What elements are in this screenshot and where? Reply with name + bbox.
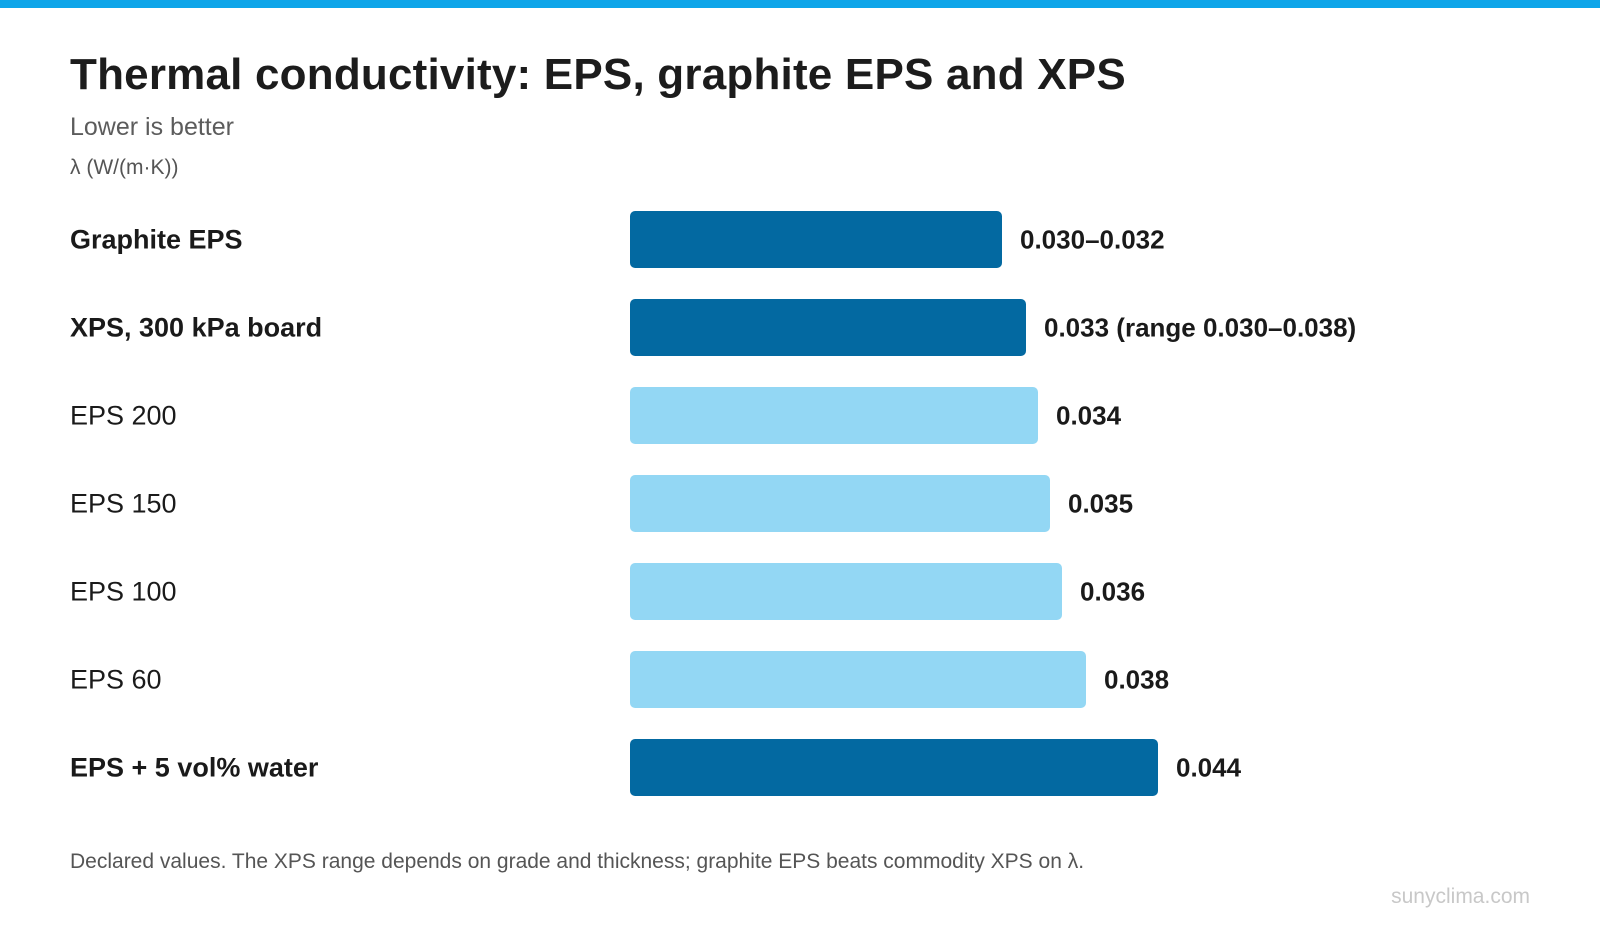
bar (630, 739, 1158, 796)
chart-subtitle: Lower is better (70, 113, 234, 141)
data-label: 0.036 (1080, 577, 1145, 607)
data-label: 0.033 (range 0.030–0.038) (1044, 313, 1356, 343)
category-label: EPS 200 (70, 401, 177, 431)
bar (630, 475, 1050, 532)
bar (630, 387, 1038, 444)
bar (630, 563, 1062, 620)
category-label: EPS 150 (70, 489, 177, 519)
top-accent-bar (0, 0, 1600, 8)
source-credit: sunyclima.com (1391, 885, 1530, 908)
category-label: EPS + 5 vol% water (70, 753, 319, 783)
category-label: EPS 60 (70, 665, 162, 695)
bar (630, 211, 1002, 268)
category-label: XPS, 300 kPa board (70, 313, 322, 343)
data-label: 0.038 (1104, 665, 1169, 695)
bar (630, 651, 1086, 708)
category-label: EPS 100 (70, 577, 177, 607)
category-label: Graphite EPS (70, 225, 243, 255)
data-label: 0.034 (1056, 401, 1122, 431)
footnote: Declared values. The XPS range depends o… (70, 850, 1085, 873)
bar (630, 299, 1026, 356)
chart-title: Thermal conductivity: EPS, graphite EPS … (70, 50, 1126, 99)
unit-label: λ (W/(m·K)) (70, 156, 179, 179)
bar-chart: Graphite EPS 0.030–0.032 XPS, 300 kPa boar… (70, 211, 1356, 796)
data-label: 0.035 (1068, 489, 1133, 519)
data-label: 0.030–0.032 (1020, 225, 1165, 255)
data-label: 0.044 (1176, 753, 1242, 783)
